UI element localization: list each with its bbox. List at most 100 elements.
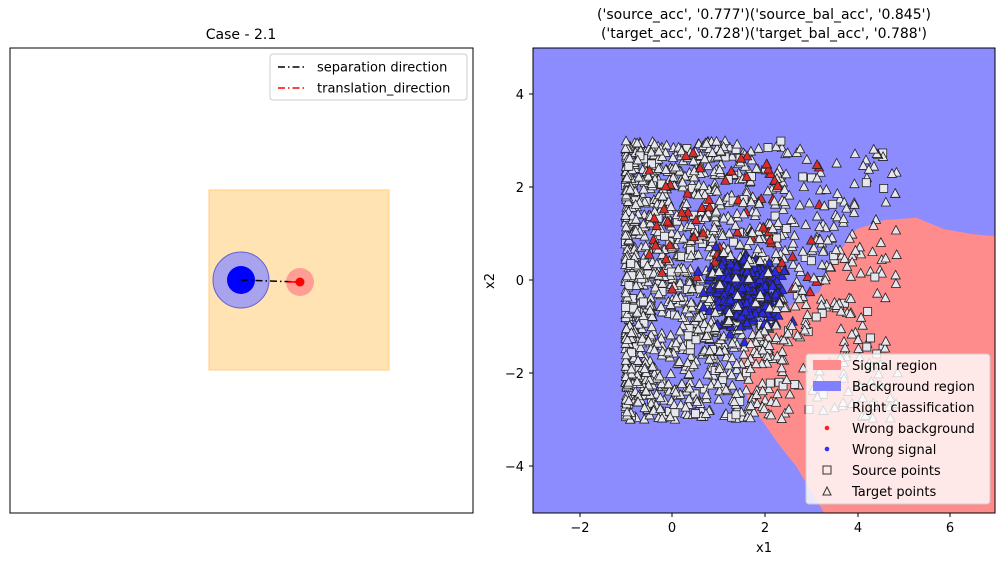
target-point <box>646 310 658 321</box>
source-point <box>772 233 782 243</box>
target-point <box>808 242 820 253</box>
wrong-background-point <box>726 165 737 176</box>
wrong-background-point <box>732 226 743 237</box>
target-point <box>734 371 746 381</box>
legend-wrong-background: Wrong background <box>852 422 975 437</box>
wrong-background-point <box>691 271 703 282</box>
target-point <box>732 289 743 300</box>
wrong-background-point <box>656 266 668 277</box>
target-point <box>620 349 632 360</box>
target-point <box>797 284 808 295</box>
target-point <box>660 164 672 174</box>
wrong-signal-point <box>692 265 704 276</box>
wrong-background-point <box>805 234 817 245</box>
target-point <box>757 385 768 396</box>
target-point <box>723 359 735 370</box>
target-point <box>747 227 758 237</box>
target-point <box>745 338 756 348</box>
target-point <box>677 176 688 187</box>
target-point <box>665 368 677 378</box>
target-point <box>754 254 766 265</box>
target-point <box>792 329 803 340</box>
target-point <box>853 343 864 353</box>
target-point <box>863 163 875 174</box>
target-point <box>726 337 738 348</box>
target-point <box>770 254 782 265</box>
wrong-background-point <box>764 234 776 245</box>
target-point <box>794 143 806 154</box>
y-axis-label: x2 <box>483 273 498 289</box>
target-point <box>811 172 823 183</box>
target-point <box>849 148 861 159</box>
target-point <box>711 185 723 196</box>
wrong-signal-point <box>739 336 750 347</box>
target-point <box>751 162 762 173</box>
target-point <box>857 319 868 330</box>
legend-target-points: Target points <box>851 485 937 500</box>
target-point <box>770 247 782 258</box>
target-point <box>880 292 891 303</box>
target-point <box>753 142 764 153</box>
target-point <box>620 135 632 146</box>
wrong-background-point <box>649 212 660 223</box>
source-point <box>624 161 634 171</box>
target-point <box>726 369 737 380</box>
target-point <box>832 211 843 222</box>
source-point <box>691 335 701 345</box>
target-point <box>759 325 770 336</box>
target-point <box>620 287 632 298</box>
target-point <box>890 224 902 235</box>
target-point <box>667 171 679 182</box>
wrong-background-point <box>741 150 753 161</box>
wrong-background-point <box>660 180 671 191</box>
target-point <box>797 245 809 256</box>
target-point <box>672 228 683 239</box>
wrong-background-point <box>651 220 662 231</box>
target-point <box>793 293 805 304</box>
wrong-background-point <box>772 180 783 190</box>
target-point <box>704 353 715 364</box>
target-point <box>776 354 788 365</box>
target-point <box>704 241 715 252</box>
wrong-background-point <box>682 206 694 217</box>
target-point <box>683 393 695 404</box>
target-point <box>839 342 851 353</box>
target-point <box>770 141 782 151</box>
target-point <box>699 189 711 199</box>
target-point <box>855 311 867 322</box>
target-point <box>753 328 765 339</box>
legend-signal-swatch <box>813 360 841 370</box>
target-point <box>845 293 857 303</box>
wrong-background-point <box>644 164 655 175</box>
target-point <box>794 199 806 210</box>
legend-translation-label: translation_direction <box>317 82 450 97</box>
wrong-background-point <box>811 158 823 169</box>
target-point <box>730 272 742 283</box>
target-point <box>686 301 698 312</box>
target-point <box>620 360 631 371</box>
target-point <box>667 152 679 162</box>
target-point <box>867 246 878 257</box>
x-tick-label: 0 <box>668 521 676 536</box>
source-point <box>624 281 634 291</box>
legend-signal-region: Signal region <box>852 359 937 374</box>
target-point <box>848 206 860 217</box>
target-point <box>753 232 765 243</box>
wrong-background-point <box>690 214 702 225</box>
wrong-signal-point <box>736 310 747 321</box>
target-point <box>849 198 860 209</box>
target-point <box>787 258 799 269</box>
source-point <box>798 172 808 182</box>
source-point <box>638 297 648 307</box>
target-point <box>699 153 711 164</box>
x-tick-label: 4 <box>854 521 862 536</box>
source-point <box>731 410 741 420</box>
target-point <box>702 368 714 379</box>
target-point <box>688 359 699 369</box>
target-point <box>714 362 725 373</box>
source-point <box>862 342 872 352</box>
source-point <box>879 184 889 193</box>
target-point <box>742 240 753 251</box>
target-point <box>652 337 663 348</box>
